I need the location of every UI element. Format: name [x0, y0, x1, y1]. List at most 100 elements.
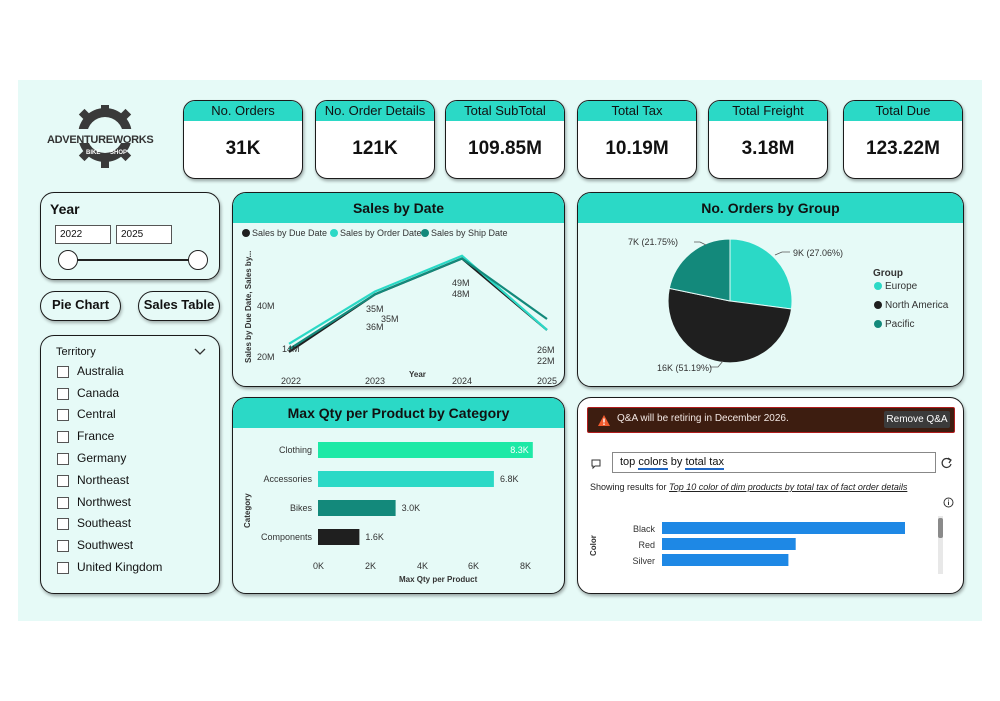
year-slider-handle-start[interactable] — [58, 250, 78, 270]
territory-item-southwest[interactable]: Southwest — [57, 535, 133, 555]
qa-query-input[interactable]: top colors by total tax — [612, 452, 936, 473]
pie-slice-label: 9K (27.06%) — [793, 248, 843, 258]
pie-chart-button[interactable]: Pie Chart — [40, 291, 121, 321]
qty-x-tick: 8K — [520, 561, 531, 571]
checkbox[interactable] — [57, 474, 69, 487]
checkbox[interactable] — [57, 387, 69, 400]
territory-item-canada[interactable]: Canada — [57, 383, 119, 403]
sales-line-0 — [288, 257, 548, 353]
qa-scrollbar-track[interactable] — [938, 516, 943, 574]
sales-point-label: 48M — [452, 289, 470, 299]
gear-logo-icon — [45, 102, 165, 168]
sales-point-label: 49M — [452, 278, 470, 288]
pie-slice-europe — [729, 238, 793, 310]
kpi-card-order-details: No. Order Details 121K — [315, 100, 435, 179]
pie-slice-label: 7K (21.75%) — [628, 237, 678, 247]
territory-item-united-kingdom[interactable]: United Kingdom — [57, 557, 162, 577]
sales-x-tick: 2025 — [537, 376, 557, 386]
territory-label: France — [77, 429, 115, 443]
qa-bar-black — [662, 522, 905, 534]
pie-slice-label: 16K (51.19%) — [657, 363, 712, 373]
territory-label: Southeast — [77, 516, 132, 530]
pie-legend-dot — [874, 301, 882, 309]
kpi-card-tax: Total Tax 10.19M — [577, 100, 697, 179]
territory-item-australia[interactable]: Australia — [57, 361, 124, 381]
qa-bars: Black Red Silver — [632, 522, 905, 566]
qa-card: Q&A will be retiring in December 2026. R… — [577, 397, 964, 594]
qty-category-label: Bikes — [290, 503, 313, 513]
sales-point-label: 22M — [537, 356, 555, 366]
year-slider-track — [67, 259, 199, 261]
qty-bar-bikes — [318, 500, 396, 516]
sales-table-button[interactable]: Sales Table — [138, 291, 220, 321]
qty-category-label: Clothing — [279, 445, 312, 455]
warning-icon — [598, 415, 610, 426]
kpi-card-subtotal: Total SubTotal 109.85M — [445, 100, 565, 179]
checkbox[interactable] — [57, 539, 69, 552]
sales-x-axis-title-html: Year — [409, 370, 426, 379]
pie-legend-label: North America — [885, 300, 949, 311]
sales-x-tick: 2023 — [365, 376, 385, 386]
remove-qa-button[interactable]: Remove Q&A — [884, 411, 950, 428]
checkbox[interactable] — [57, 561, 69, 574]
max-qty-card: Max Qty per Product by Category Category… — [232, 397, 565, 594]
territory-label: Northwest — [77, 495, 132, 509]
checkbox[interactable] — [57, 408, 69, 421]
territory-label: Germany — [77, 451, 127, 465]
checkbox[interactable] — [57, 430, 69, 443]
legend-dot-due — [242, 229, 250, 237]
qty-value-label: 6.8K — [500, 474, 519, 484]
kpi-value: 31K — [225, 138, 261, 159]
territory-item-southeast[interactable]: Southeast — [57, 513, 131, 533]
max-qty-title: Max Qty per Product by Category — [233, 398, 564, 428]
territory-item-france[interactable]: France — [57, 426, 114, 446]
pie-slices — [667, 238, 793, 364]
sales-point-label: 35M — [381, 314, 399, 324]
qa-query-term: total tax — [685, 456, 724, 470]
checkbox[interactable] — [57, 365, 69, 378]
kpi-value: 3.18M — [741, 138, 795, 159]
territory-item-germany[interactable]: Germany — [57, 448, 126, 468]
pie-legend-dot — [874, 320, 882, 328]
territory-label: Canada — [77, 386, 120, 400]
territory-item-northeast[interactable]: Northeast — [57, 470, 129, 490]
kpi-card-orders: No. Orders 31K — [183, 100, 303, 179]
checkbox[interactable] — [57, 496, 69, 509]
qa-scrollbar-thumb[interactable] — [938, 518, 943, 538]
qty-value-label: 1.6K — [365, 532, 384, 542]
qa-color-label: Black — [633, 524, 656, 534]
checkbox[interactable] — [57, 517, 69, 530]
max-qty-x-axis-title: Max Qty per Product — [399, 575, 478, 584]
kpi-value: 109.85M — [468, 138, 542, 159]
chevron-down-icon[interactable] — [194, 348, 206, 356]
qty-x-tick: 4K — [417, 561, 428, 571]
sales-line-1 — [288, 254, 548, 345]
year-slider-handle-end[interactable] — [188, 250, 208, 270]
adventureworks-logo: ADVENTUREWORKS BIKE SHOP — [45, 102, 165, 173]
territory-item-northwest[interactable]: Northwest — [57, 492, 131, 512]
year-to-input[interactable]: 2025 — [116, 225, 172, 244]
sales-lines — [288, 254, 548, 353]
pie-legend-label: Pacific — [885, 319, 914, 330]
refresh-icon[interactable] — [940, 456, 953, 469]
legend-dot-ship — [421, 229, 429, 237]
qty-x-tick: 6K — [468, 561, 479, 571]
logo-badge-right: SHOP — [110, 150, 128, 156]
qa-results-link[interactable]: Top 10 color of dim products by total ta… — [669, 482, 908, 492]
sales-point-label: 26M — [537, 345, 555, 355]
logo-text-right: WORKS — [112, 134, 154, 146]
territory-item-central[interactable]: Central — [57, 404, 116, 424]
year-from-input[interactable]: 2022 — [55, 225, 111, 244]
checkbox[interactable] — [57, 452, 69, 465]
orders-by-group-title: No. Orders by Group — [578, 193, 963, 223]
orders-by-group-chart: 9K (27.06%) 16K (51.19%) 7K (21.75%) Gro… — [628, 237, 949, 373]
kpi-value: 123.22M — [866, 138, 940, 159]
pie-slice-pacific — [668, 238, 731, 302]
info-icon[interactable] — [943, 497, 954, 508]
qty-bar-clothing — [318, 442, 533, 458]
kpi-label: No. Orders — [184, 101, 302, 121]
kpi-card-total-due: Total Due 123.22M — [843, 100, 963, 179]
qa-query-mid: by — [667, 456, 686, 468]
sales-y-tick: 20M — [257, 352, 275, 362]
sales-line-2 — [288, 257, 548, 351]
